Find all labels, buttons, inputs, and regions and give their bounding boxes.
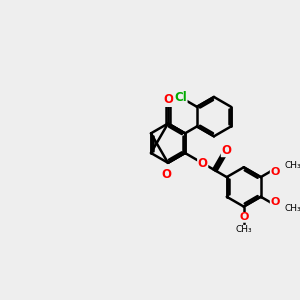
- Text: O: O: [163, 93, 173, 106]
- Text: O: O: [198, 157, 208, 170]
- Text: Cl: Cl: [174, 91, 187, 104]
- Text: O: O: [239, 212, 248, 222]
- Text: O: O: [221, 144, 231, 157]
- Text: CH₃: CH₃: [284, 204, 300, 213]
- Text: O: O: [162, 168, 172, 181]
- Text: CH₃: CH₃: [284, 161, 300, 170]
- Text: O: O: [270, 197, 280, 207]
- Text: CH₃: CH₃: [236, 225, 252, 234]
- Text: O: O: [270, 167, 280, 177]
